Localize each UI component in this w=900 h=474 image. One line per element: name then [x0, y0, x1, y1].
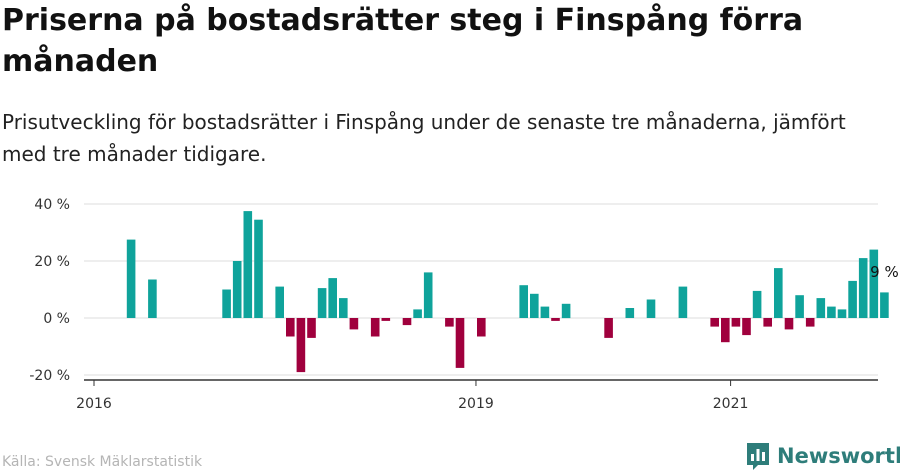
bar — [222, 289, 231, 318]
brand-name: Newsworthy — [777, 444, 900, 468]
bar — [243, 211, 253, 318]
bar — [827, 306, 836, 318]
bar — [795, 295, 804, 318]
bar — [381, 318, 391, 321]
bar — [710, 318, 719, 327]
bar — [837, 309, 847, 318]
x-tick-label: 2021 — [713, 396, 749, 412]
bar — [423, 272, 433, 318]
bar — [731, 318, 741, 327]
bar-chart: 40 % 20 % 0 % -20 % 2016 2019 2021 9 % — [29, 197, 899, 412]
brand-logo: Newsworthy — [745, 440, 900, 472]
bar — [477, 318, 486, 337]
bar — [784, 318, 794, 330]
bar — [148, 279, 157, 318]
chart-subtitle: Prisutveckling för bostadsrätter i Finsp… — [2, 110, 846, 166]
bar — [805, 318, 815, 327]
bar — [445, 318, 454, 327]
bar — [540, 306, 550, 318]
bars — [126, 211, 889, 373]
gridlines — [84, 203, 878, 376]
bar — [519, 285, 528, 318]
bar — [678, 286, 688, 318]
bar — [752, 290, 762, 318]
annotations: 9 % — [870, 263, 899, 281]
bar — [296, 318, 306, 373]
source-note: Källa: Svensk Mäklarstatistik — [2, 454, 203, 470]
bar — [561, 303, 571, 319]
x-tick-label: 2016 — [76, 396, 112, 412]
last-value-label: 9 % — [870, 263, 899, 281]
bar — [763, 318, 772, 327]
bar — [232, 261, 242, 318]
y-tick-label: 0 % — [43, 311, 70, 327]
bar — [370, 318, 380, 337]
bar — [721, 318, 730, 343]
bar — [402, 318, 412, 326]
bar — [742, 318, 751, 336]
bar — [349, 318, 359, 330]
y-tick-label: 40 % — [34, 197, 70, 213]
x-tick-label: 2019 — [458, 396, 494, 412]
y-tick-label: -20 % — [29, 368, 70, 384]
bar — [317, 288, 327, 318]
bar — [774, 268, 783, 318]
bar — [625, 308, 635, 318]
bar — [275, 286, 284, 318]
x-axis: 2016 2019 2021 — [76, 379, 878, 412]
bar — [646, 299, 656, 318]
bar — [455, 318, 465, 368]
bar — [551, 318, 560, 321]
bar — [413, 309, 422, 318]
bar — [254, 219, 263, 318]
bar — [530, 293, 539, 318]
newsworthy-logo-icon — [747, 443, 769, 470]
bar — [339, 298, 348, 318]
y-tick-label: 20 % — [34, 254, 70, 270]
bar — [880, 292, 889, 318]
bar — [126, 239, 136, 318]
bar — [307, 318, 316, 338]
y-axis-labels: 40 % 20 % 0 % -20 % — [29, 197, 70, 384]
bar — [286, 318, 295, 337]
chart-title: Priserna på bostadsrätter steg i Finspån… — [2, 3, 804, 79]
bar — [869, 249, 879, 318]
bar — [604, 318, 613, 338]
bar — [816, 298, 826, 318]
bar — [328, 278, 337, 318]
bar — [858, 258, 868, 318]
bar — [848, 280, 857, 318]
